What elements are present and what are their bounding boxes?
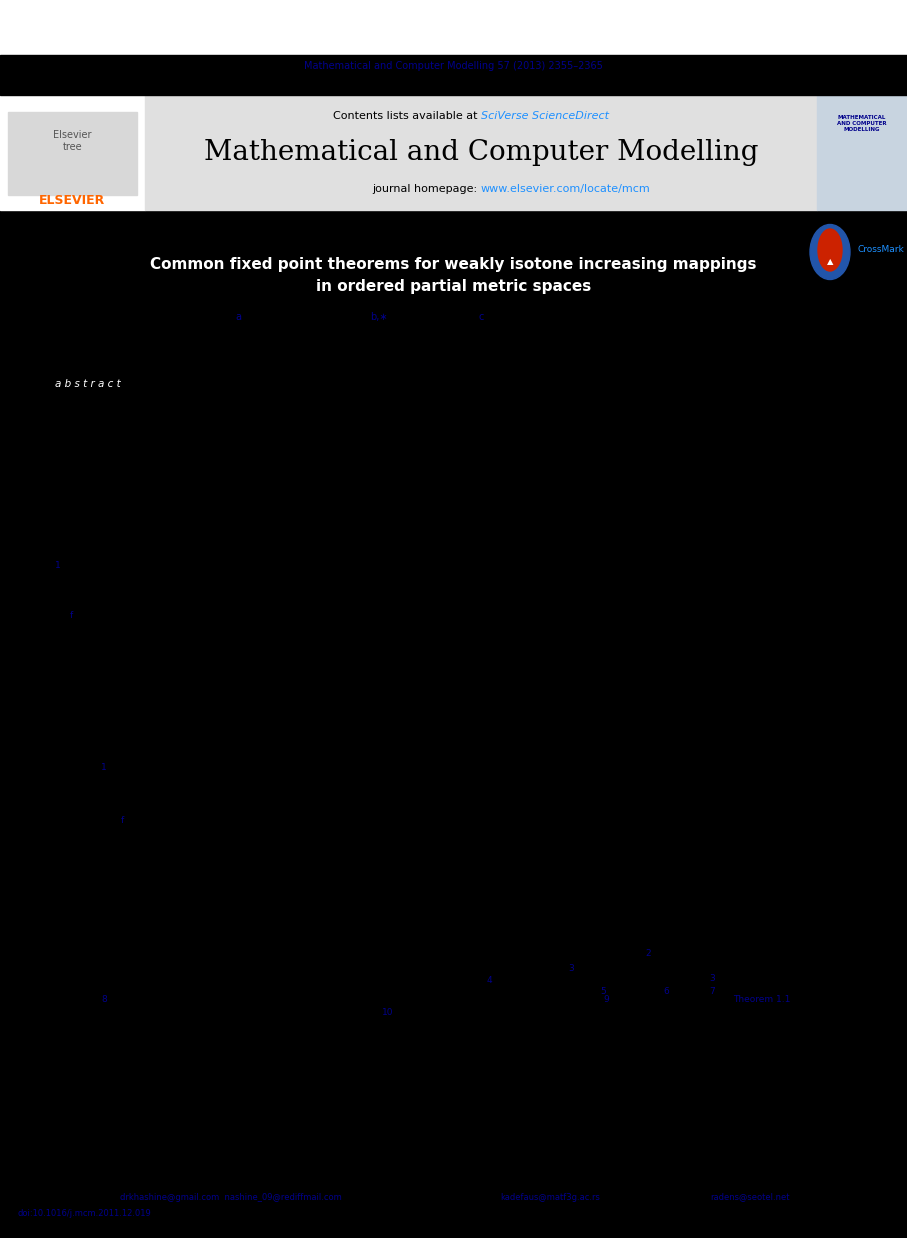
- Text: a: a: [236, 312, 241, 322]
- Text: 1: 1: [102, 763, 107, 773]
- Ellipse shape: [810, 224, 850, 280]
- Bar: [0, 0, 907, 54]
- Text: Elsevier
tree: Elsevier tree: [54, 130, 92, 152]
- Text: Common fixed point theorems for weakly isotone increasing mappings: Common fixed point theorems for weakly i…: [151, 258, 756, 272]
- Text: 4: 4: [487, 976, 493, 985]
- Text: CrossMark: CrossMark: [858, 245, 905, 255]
- Text: f: f: [121, 816, 124, 826]
- Text: 10: 10: [383, 1008, 394, 1018]
- Text: MATHEMATICAL
AND COMPUTER
MODELLING: MATHEMATICAL AND COMPUTER MODELLING: [837, 115, 887, 132]
- Bar: [0, 210, 907, 1184]
- Text: 3: 3: [569, 963, 574, 973]
- Text: Mathematical and Computer Modelling 57 (2013) 2355–2365: Mathematical and Computer Modelling 57 (…: [304, 61, 603, 71]
- Bar: [817, 95, 907, 210]
- Text: 9: 9: [603, 994, 609, 1004]
- Text: doi:10.1016/j.mcm.2011.12.019: doi:10.1016/j.mcm.2011.12.019: [18, 1208, 151, 1217]
- Text: 2: 2: [646, 948, 651, 958]
- Text: journal homepage:: journal homepage:: [373, 184, 481, 194]
- Text: SciVerse ScienceDirect: SciVerse ScienceDirect: [481, 110, 609, 120]
- Text: Theorem 1.1: Theorem 1.1: [733, 994, 791, 1004]
- Text: kadefaus@matf3g.ac.rs: kadefaus@matf3g.ac.rs: [500, 1192, 600, 1202]
- Text: ▲: ▲: [827, 258, 834, 266]
- Text: Contents lists available at: Contents lists available at: [333, 110, 481, 120]
- Bar: [8, 111, 137, 196]
- Text: in ordered partial metric spaces: in ordered partial metric spaces: [316, 280, 591, 295]
- Text: c: c: [478, 312, 483, 322]
- Text: 8: 8: [102, 994, 107, 1004]
- Text: Mathematical and Computer Modelling: Mathematical and Computer Modelling: [204, 139, 758, 166]
- Ellipse shape: [818, 229, 842, 271]
- Text: 5: 5: [600, 987, 606, 997]
- Text: f: f: [70, 610, 73, 619]
- Bar: [0, 95, 145, 210]
- Text: 3: 3: [709, 973, 715, 983]
- Bar: [0, 1184, 907, 1238]
- Bar: [0, 95, 907, 210]
- Text: b,∗: b,∗: [370, 312, 388, 322]
- Text: www.elsevier.com/locate/mcm: www.elsevier.com/locate/mcm: [481, 184, 650, 194]
- Text: ELSEVIER: ELSEVIER: [39, 193, 105, 207]
- Text: 7: 7: [709, 987, 715, 997]
- Bar: [145, 95, 817, 210]
- Bar: [0, 77, 907, 95]
- Text: 6: 6: [664, 987, 669, 997]
- Text: 1: 1: [55, 561, 61, 569]
- Text: radens@seotel.net: radens@seotel.net: [710, 1192, 789, 1202]
- Text: a b s t r a c t: a b s t r a c t: [55, 379, 121, 389]
- Bar: [0, 54, 907, 77]
- Text: drkhashine@gmail.com  nashine_09@rediffmail.com: drkhashine@gmail.com nashine_09@rediffma…: [120, 1192, 342, 1202]
